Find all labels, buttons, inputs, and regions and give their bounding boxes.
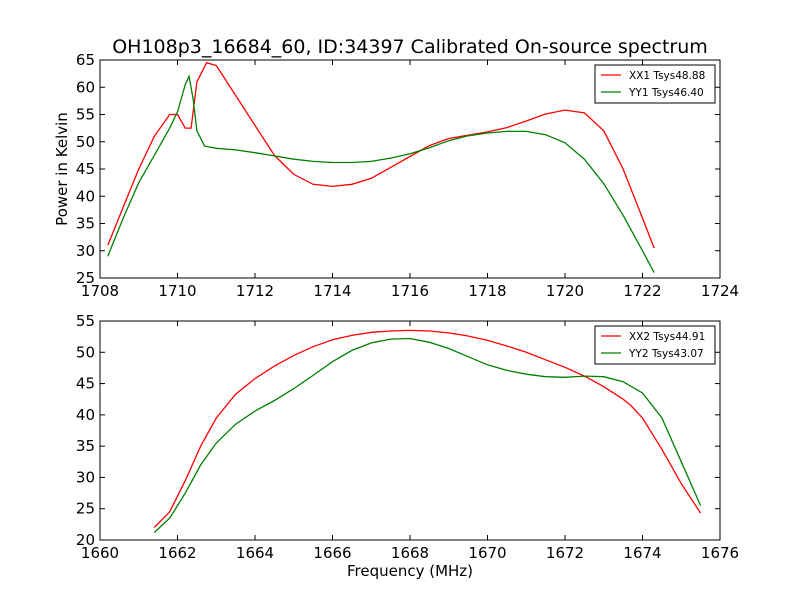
y-tick-label: 35 (76, 215, 95, 233)
x-tick-label: 1712 (236, 282, 274, 300)
x-tick-label: 1662 (158, 544, 196, 562)
series-line-2 (153, 337, 702, 533)
legend-entry: YY1 Tsys46.40 (628, 87, 704, 99)
series-line-2 (107, 74, 655, 273)
figure-title: OH108p3_16684_60, ID:34397 Calibrated On… (112, 36, 708, 58)
x-tick-label: 1708 (81, 282, 119, 300)
x-tick-label: 1718 (468, 282, 506, 300)
x-tick-label: 1660 (81, 544, 119, 562)
y-tick-label: 25 (76, 500, 95, 518)
x-axis-label: Frequency (MHz) (347, 562, 473, 580)
y-tick-label: 30 (76, 242, 95, 260)
series-line-1 (153, 329, 702, 528)
x-tick-label: 1674 (623, 544, 661, 562)
legend-box (594, 325, 716, 365)
x-tick-label: 1724 (701, 282, 739, 300)
y-tick-label: 30 (76, 468, 95, 486)
legend-box (594, 64, 716, 104)
y-tick-label: 65 (76, 51, 95, 69)
x-tick-label: 1670 (468, 544, 506, 562)
x-tick-label: 1676 (701, 544, 739, 562)
x-tick-label: 1720 (546, 282, 584, 300)
y-tick-label: 50 (76, 343, 95, 361)
x-tick-label: 1672 (546, 544, 584, 562)
x-tick-label: 1716 (391, 282, 429, 300)
y-tick-label: 55 (76, 106, 95, 124)
legend: XX1 Tsys48.88 YY1 Tsys46.40 (594, 64, 716, 104)
x-tick-label: 1722 (623, 282, 661, 300)
legend: XX2 Tsys44.91 YY2 Tsys43.07 (594, 325, 716, 365)
y-tick-label: 20 (76, 531, 95, 549)
y-tick-label: 40 (76, 406, 95, 424)
y-tick-label: 50 (76, 133, 95, 151)
upper-panel: 1708 1710 1712 1714 1716 1718 1720 1722 1724 25 30… (53, 51, 739, 300)
x-tick-label: 1710 (158, 282, 196, 300)
lower-panel: 1660 1662 1664 1666 1668 1670 1672 1674 1676 20 25… (76, 312, 739, 580)
y-tick-label: 25 (76, 269, 95, 287)
series-line-1 (107, 61, 655, 249)
y-tick-label: 60 (76, 78, 95, 96)
y-tick-label: 55 (76, 312, 95, 330)
y-tick-label: 45 (76, 375, 95, 393)
legend-entry: YY2 Tsys43.07 (628, 348, 704, 360)
legend-entry: XX1 Tsys48.88 (629, 70, 705, 82)
x-tick-label: 1714 (313, 282, 351, 300)
legend-entry: XX2 Tsys44.91 (629, 331, 705, 343)
x-tick-label: 1664 (236, 544, 274, 562)
y-tick-label: 45 (76, 160, 95, 178)
x-tick-label: 1668 (391, 544, 429, 562)
y-axis-label: Power in Kelvin (53, 112, 71, 226)
y-tick-label: 35 (76, 437, 95, 455)
y-tick-label: 40 (76, 187, 95, 205)
x-tick-label: 1666 (313, 544, 351, 562)
